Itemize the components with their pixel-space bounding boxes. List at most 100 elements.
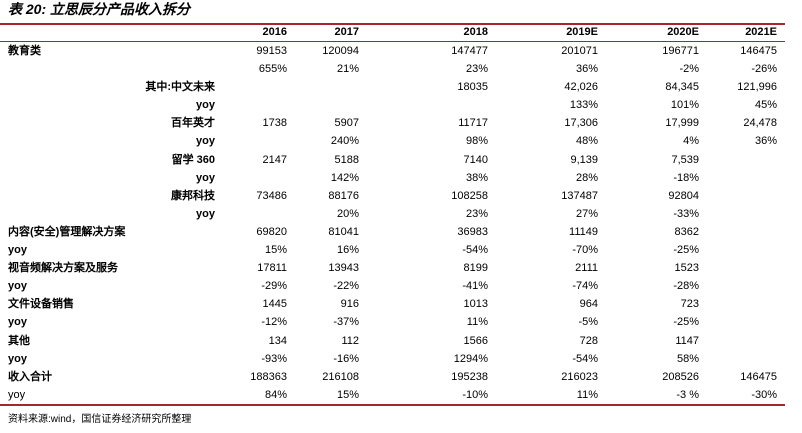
table-cell: 133% [569, 99, 598, 112]
row-label: yoy [196, 171, 215, 184]
table-cell: 142% [330, 171, 359, 184]
row-label: 其中:中文未来 [145, 81, 215, 94]
table-cell: -30% [751, 388, 777, 401]
table-cell: 7,539 [671, 153, 699, 166]
table-cell: 4% [683, 135, 699, 148]
table-cell: -70% [572, 244, 598, 257]
table-cell: -93% [261, 352, 287, 365]
table-cell: 146475 [740, 370, 777, 383]
table-row: yoy -12% -37% 11% -5% -25% [0, 313, 785, 331]
table-cell: 1013 [463, 298, 488, 311]
table-cell: 188363 [250, 370, 287, 383]
header-cell: 2020E [667, 26, 699, 38]
table-cell: 723 [680, 298, 699, 311]
table-cell: 45% [754, 99, 777, 112]
table-row: yoy 84% 15% -10% 11% -3 % -30% [0, 386, 785, 404]
row-label: 教育类 [8, 45, 41, 57]
table-row: yoy -29% -22% -41% -74% -28% [0, 277, 785, 295]
table-cell: 11149 [569, 225, 598, 238]
table-cell: -16% [333, 352, 359, 365]
row-label: yoy [8, 388, 26, 401]
table-cell: 42,026 [564, 81, 598, 94]
table-row: 教育类 99153 120094 147477 201071 196771 146475 [0, 42, 785, 60]
table-row: 视音频解决方案及服务 17811 13943 8199 2111 1523 [0, 259, 785, 277]
table-cell: 48% [575, 135, 598, 148]
table-cell: 146475 [740, 45, 777, 57]
table-row: 其他 134 112 1566 728 1147 [0, 332, 785, 350]
table-cell: 208526 [662, 370, 699, 383]
row-label: yoy [8, 352, 27, 365]
table-cell: -18% [673, 171, 699, 184]
table-cell: 13943 [328, 262, 359, 275]
table-cell: 147477 [451, 45, 488, 57]
table-cell: -37% [333, 316, 359, 329]
table-cell: 728 [579, 334, 598, 347]
table-cell: 1147 [675, 334, 699, 347]
table-cell: 23% [465, 207, 488, 220]
table-row: yoy 142% 38% 28% -18% [0, 169, 785, 187]
table-cell: 134 [268, 334, 287, 347]
table-cell: 1523 [674, 262, 699, 275]
revenue-breakdown-table: 2016 2017 2018 2019E 2020E 2021E 教育类 9915… [0, 23, 785, 406]
table-cell: 21% [336, 63, 359, 76]
table-cell: 9,139 [570, 153, 598, 166]
row-label: 视音频解决方案及服务 [8, 262, 118, 275]
table-cell: 201071 [561, 45, 598, 57]
table-cell: 11% [466, 316, 488, 329]
table-cell: 101% [670, 99, 699, 112]
table-cell: 17,306 [564, 117, 598, 130]
table-cell: -41% [462, 280, 488, 293]
table-row: yoy 20% 23% 27% -33% [0, 205, 785, 223]
table-cell: -54% [462, 244, 488, 257]
table-cell: 36% [754, 135, 777, 148]
table-body: 教育类 99153 120094 147477 201071 196771 146475 65… [0, 42, 785, 404]
table-cell: 84,345 [665, 81, 699, 94]
header-cell: 2021E [745, 26, 777, 38]
table-row: 文件设备销售 1445 916 1013 964 723 [0, 295, 785, 313]
row-label: yoy [196, 135, 215, 148]
table-cell: 20% [336, 207, 359, 220]
table-cell: -33% [673, 207, 699, 220]
header-cell: 2019E [566, 26, 598, 38]
table-cell: -29% [261, 280, 287, 293]
row-label: yoy [196, 99, 215, 112]
table-cell: 108258 [451, 189, 488, 202]
table-row: 康邦科技 73486 88176 108258 137487 92804 [0, 187, 785, 205]
row-label: 收入合计 [8, 370, 52, 383]
table-row: 内容(安全)管理解决方案 69820 81041 36983 11149 8362 [0, 223, 785, 241]
row-label: 内容(安全)管理解决方案 [8, 225, 126, 238]
table-cell: 58% [676, 352, 699, 365]
table-cell: 195238 [451, 370, 488, 383]
table-header-row: 2016 2017 2018 2019E 2020E 2021E [0, 25, 785, 42]
table-cell: 98% [465, 135, 488, 148]
table-cell: 2147 [262, 153, 287, 166]
table-row: yoy -93% -16% 1294% -54% 58% [0, 350, 785, 368]
header-cell: 2016 [262, 26, 287, 38]
row-label: 文件设备销售 [8, 298, 74, 311]
table-row: yoy 240% 98% 48% 4% 36% [0, 132, 785, 150]
table-cell: 15% [336, 388, 359, 401]
table-cell: 69820 [256, 225, 287, 238]
table-title: 表 20: 立思辰分产品收入拆分 [8, 1, 191, 17]
table-cell: -26% [751, 63, 777, 76]
table-cell: -22% [333, 280, 359, 293]
table-cell: 1294% [453, 352, 488, 365]
table-cell: -2% [679, 63, 699, 76]
table-cell: 17811 [257, 262, 287, 275]
source-note: 资料来源:wind，国信证券经济研究所整理 [8, 414, 192, 425]
table-cell: 36983 [457, 225, 488, 238]
table-cell: 73486 [256, 189, 287, 202]
table-cell: 964 [579, 298, 598, 311]
row-label: 留学 360 [171, 153, 215, 166]
table-cell: 216023 [561, 370, 598, 383]
table-cell: 1566 [463, 334, 488, 347]
table-row: 百年英才 1738 5907 11717 17,306 17,999 24,478 [0, 114, 785, 132]
table-cell: 24,478 [743, 117, 777, 130]
table-cell: 8199 [463, 262, 488, 275]
table-row: yoy 133% 101% 45% [0, 96, 785, 114]
table-cell: 240% [330, 135, 359, 148]
table-cell: 88176 [328, 189, 359, 202]
table-cell: 916 [340, 298, 359, 311]
table-row: 留学 360 2147 5188 7140 9,139 7,539 [0, 151, 785, 169]
table-cell: 1738 [262, 117, 287, 130]
